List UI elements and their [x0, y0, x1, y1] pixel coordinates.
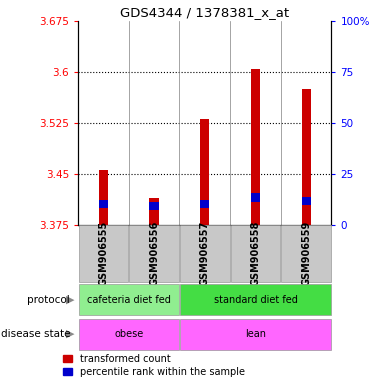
- Bar: [78, 284, 179, 315]
- Text: lean: lean: [245, 329, 266, 339]
- Bar: [200, 200, 209, 209]
- Text: ▶: ▶: [66, 295, 74, 305]
- Text: GSM906556: GSM906556: [149, 221, 159, 286]
- Bar: [129, 225, 179, 282]
- Bar: [251, 194, 260, 202]
- Text: disease state: disease state: [1, 329, 70, 339]
- Bar: [149, 197, 159, 225]
- Text: GSM906559: GSM906559: [301, 221, 311, 286]
- Legend: transformed count, percentile rank within the sample: transformed count, percentile rank withi…: [63, 354, 245, 377]
- Bar: [301, 89, 311, 225]
- Text: ▶: ▶: [66, 329, 74, 339]
- Bar: [200, 119, 209, 225]
- Text: standard diet fed: standard diet fed: [213, 295, 298, 305]
- Text: GSM906557: GSM906557: [200, 221, 210, 286]
- Title: GDS4344 / 1378381_x_at: GDS4344 / 1378381_x_at: [120, 5, 289, 18]
- Text: protocol: protocol: [27, 295, 70, 305]
- Bar: [180, 319, 331, 349]
- Bar: [180, 284, 331, 315]
- Bar: [78, 319, 179, 349]
- Text: GSM906555: GSM906555: [98, 221, 108, 286]
- Bar: [301, 197, 311, 205]
- Bar: [99, 170, 108, 225]
- Text: obese: obese: [114, 329, 144, 339]
- Text: cafeteria diet fed: cafeteria diet fed: [87, 295, 171, 305]
- Bar: [281, 225, 331, 282]
- Bar: [180, 225, 230, 282]
- Bar: [149, 202, 159, 210]
- Bar: [99, 200, 108, 209]
- Bar: [230, 225, 280, 282]
- Text: GSM906558: GSM906558: [250, 221, 261, 286]
- Bar: [251, 69, 260, 225]
- Bar: [78, 225, 128, 282]
